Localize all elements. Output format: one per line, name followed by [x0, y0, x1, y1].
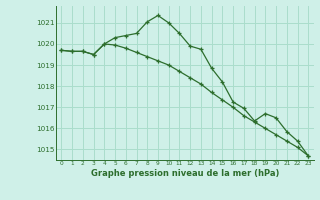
X-axis label: Graphe pression niveau de la mer (hPa): Graphe pression niveau de la mer (hPa) — [91, 169, 279, 178]
